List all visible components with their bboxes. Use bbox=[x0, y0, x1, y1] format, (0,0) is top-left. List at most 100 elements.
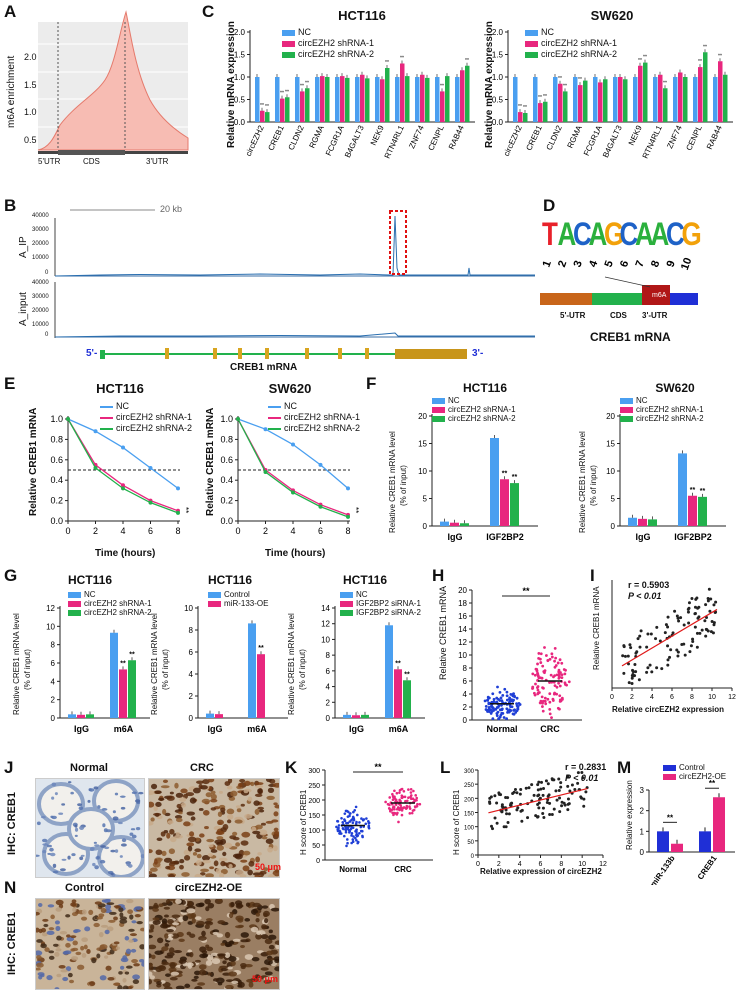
data-point bbox=[698, 631, 702, 635]
legend-shrna1: circEZH2 shRNA-1 bbox=[298, 38, 375, 48]
cell-nucleus bbox=[42, 838, 48, 843]
y-tick-label: 0.0 bbox=[234, 118, 246, 127]
data-point bbox=[669, 648, 673, 652]
data-point bbox=[683, 653, 687, 657]
cell-nucleus bbox=[176, 803, 182, 809]
cell-nucleus bbox=[98, 932, 104, 938]
cell-nucleus bbox=[157, 937, 164, 944]
cell-nucleus bbox=[264, 971, 273, 976]
data-point bbox=[359, 829, 363, 833]
data-point bbox=[348, 812, 352, 815]
cell-nucleus bbox=[36, 967, 41, 971]
data-point bbox=[506, 820, 510, 824]
cell-nucleus bbox=[46, 844, 53, 848]
legend-nc: NC bbox=[284, 401, 297, 411]
data-point bbox=[407, 796, 410, 800]
data-point bbox=[505, 698, 509, 702]
data-point bbox=[548, 712, 552, 716]
data-point bbox=[558, 796, 562, 800]
cell-nucleus bbox=[186, 962, 194, 967]
cell-nucleus bbox=[205, 873, 214, 877]
y-tick-label: 6 bbox=[326, 667, 331, 676]
cell-nucleus bbox=[190, 912, 197, 919]
cell-nucleus bbox=[175, 899, 182, 904]
data-point bbox=[573, 787, 577, 791]
cell-nucleus bbox=[48, 927, 55, 931]
data-point bbox=[356, 834, 360, 837]
data-point bbox=[498, 690, 502, 694]
cell-nucleus bbox=[244, 954, 254, 960]
y-tick-label: 15 bbox=[606, 440, 615, 449]
cell-nucleus bbox=[50, 914, 55, 920]
gene-label: ZNF74 bbox=[665, 124, 684, 150]
bar bbox=[361, 714, 369, 718]
m6a-site bbox=[642, 285, 670, 305]
cell-nucleus bbox=[49, 847, 54, 852]
cell-nucleus bbox=[210, 807, 217, 811]
cell-nucleus bbox=[267, 787, 275, 793]
category-label: CREB1 bbox=[696, 854, 719, 882]
data-point bbox=[499, 696, 503, 700]
cell-nucleus bbox=[59, 931, 68, 935]
panel-i-p: P < 0.01 bbox=[628, 591, 662, 601]
data-point bbox=[537, 801, 541, 805]
panel-e-xlabel-sw: Time (hours) bbox=[265, 548, 326, 559]
gene-label: CENPL bbox=[684, 124, 704, 152]
cell-nucleus bbox=[240, 939, 249, 943]
data-point bbox=[344, 827, 348, 831]
panel-m: Relative expression 0 1 2 3 ** miR-133b ** CREB… bbox=[615, 760, 743, 885]
y-tick-label: 0.5 bbox=[234, 96, 246, 105]
cell-nucleus bbox=[273, 827, 279, 832]
cell-nucleus bbox=[218, 790, 223, 794]
cell-nucleus bbox=[42, 918, 49, 922]
cell-nucleus bbox=[91, 957, 97, 964]
cell-nucleus bbox=[242, 865, 250, 872]
x-tick-label: 8 bbox=[690, 694, 694, 701]
cell-nucleus bbox=[215, 830, 225, 835]
cell-nucleus bbox=[166, 929, 174, 933]
data-point bbox=[676, 654, 680, 658]
y-tick-label: 8 bbox=[51, 641, 56, 650]
data-point bbox=[645, 645, 649, 649]
cell-nucleus bbox=[194, 916, 202, 920]
data-point bbox=[518, 703, 522, 706]
data-point bbox=[367, 820, 370, 823]
y-tick-label: 20 bbox=[458, 586, 467, 595]
data-point bbox=[337, 824, 341, 827]
data-point bbox=[580, 770, 584, 774]
data-point bbox=[486, 698, 490, 702]
data-point bbox=[236, 417, 240, 421]
data-point bbox=[660, 667, 664, 671]
data-point bbox=[403, 795, 407, 799]
data-point bbox=[622, 645, 626, 649]
panel-m-chart: 0 1 2 3 ** miR-133b ** CREB1 bbox=[640, 779, 735, 885]
cell-nucleus bbox=[112, 816, 119, 821]
sig-mark: ** bbox=[512, 474, 518, 481]
data-point bbox=[703, 619, 707, 623]
cell-nucleus bbox=[50, 815, 54, 819]
cell-nucleus bbox=[135, 799, 141, 803]
cell-nucleus bbox=[125, 948, 132, 954]
data-point bbox=[121, 483, 125, 488]
data-point bbox=[410, 794, 413, 797]
motif-letter: A bbox=[589, 216, 608, 252]
cell-nucleus bbox=[88, 909, 94, 915]
bar bbox=[598, 82, 603, 122]
sig-mark: ** bbox=[305, 80, 309, 86]
cell-nucleus bbox=[212, 929, 220, 933]
y-tick-label: 12 bbox=[321, 620, 330, 629]
cell-nucleus bbox=[96, 916, 104, 920]
panel-i-r: r = 0.5903 bbox=[628, 580, 670, 590]
category-label: IgG bbox=[208, 724, 223, 734]
x-tick-label: 4 bbox=[650, 694, 654, 701]
y-tick-label: 300 bbox=[464, 769, 475, 775]
cell-nucleus bbox=[268, 934, 277, 940]
legend-nc: NC bbox=[541, 27, 554, 37]
bar bbox=[663, 88, 668, 122]
y-tick-label: 8 bbox=[189, 626, 194, 635]
data-point bbox=[367, 826, 371, 830]
y-tick-label: 18 bbox=[458, 599, 467, 608]
cell-nucleus bbox=[71, 853, 76, 857]
cell-nucleus bbox=[230, 790, 238, 797]
y-tick-label: 2 bbox=[640, 807, 645, 816]
